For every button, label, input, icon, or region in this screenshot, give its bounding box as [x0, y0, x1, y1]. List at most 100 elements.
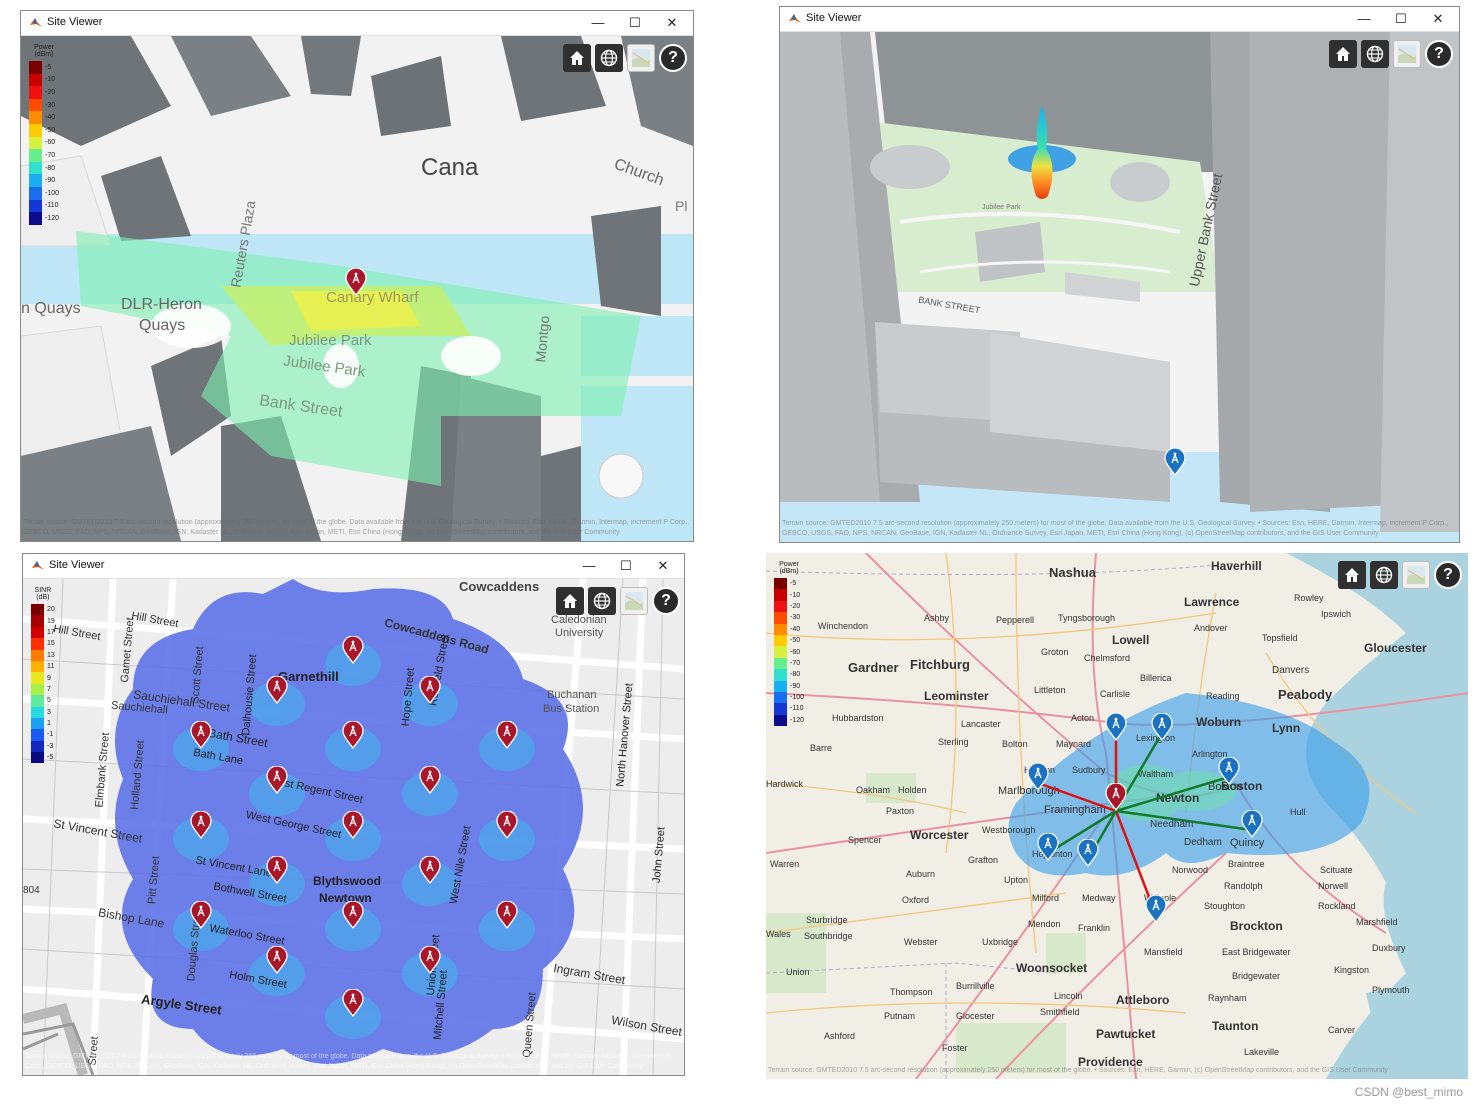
transmitter-site-marker[interactable] [419, 856, 441, 884]
help-button[interactable]: ? [1434, 561, 1462, 589]
map-view[interactable]: SINR (dB) 20 19 17 15 13 11 9 7 5 3 1 -1 -3 -5 ? Cowca… [23, 579, 684, 1075]
legend-swatch [774, 600, 787, 613]
map-label: Lakeville [1244, 1047, 1280, 1057]
map-label: Auburn [906, 869, 936, 879]
transmitter-site-marker[interactable] [1027, 763, 1049, 791]
minimize-button[interactable]: — [582, 558, 596, 573]
close-button[interactable]: ✕ [666, 15, 678, 30]
home-button[interactable] [563, 44, 591, 72]
close-button[interactable]: ✕ [1432, 11, 1444, 26]
transmitter-site-marker[interactable] [266, 856, 288, 884]
transmitter-site-marker[interactable] [342, 901, 364, 929]
map-label: Boston [1208, 781, 1243, 793]
transmitter-site-marker[interactable] [1037, 833, 1059, 861]
legend-entry: -40 [29, 111, 59, 124]
map-label: Andover [1194, 623, 1228, 633]
transmitter-site-marker[interactable] [1145, 895, 1167, 923]
map-label: Scituate [1320, 865, 1353, 875]
basemap-button[interactable] [1393, 40, 1421, 68]
maximize-button[interactable]: ☐ [1395, 11, 1407, 26]
transmitter-site-marker[interactable] [345, 268, 367, 296]
transmitter-site-marker[interactable] [342, 989, 364, 1017]
transmitter-site-marker[interactable] [190, 811, 212, 839]
home-button[interactable] [1329, 40, 1357, 68]
map-label: Ashford [824, 1031, 856, 1041]
minimize-button[interactable]: — [591, 15, 605, 30]
legend-value: -20 [45, 88, 56, 96]
transmitter-site-marker[interactable] [342, 811, 364, 839]
map-label: Marshfield [1356, 917, 1398, 927]
map-attribution: Terrain source: GMTED2010 7.5 arc-second… [25, 1053, 670, 1070]
map-toolbar: ? [563, 44, 687, 72]
close-button[interactable]: ✕ [657, 558, 669, 573]
legend-entry: -120 [29, 212, 59, 225]
transmitter-site-marker[interactable] [1218, 757, 1240, 785]
map-toolbar: ? [1329, 40, 1453, 68]
transmitter-site-marker[interactable] [266, 766, 288, 794]
map-label: Kingston [1334, 965, 1370, 975]
transmitter-site-marker[interactable] [266, 676, 288, 704]
transmitter-site-marker[interactable] [342, 636, 364, 664]
legend-swatch [29, 73, 42, 87]
basemap-button[interactable] [620, 587, 648, 615]
sinr-legend: SINR (dB) 20 19 17 15 13 11 9 7 5 3 1 -1 -3 -5 [31, 587, 55, 764]
help-button[interactable]: ? [652, 587, 680, 615]
legend-value: -110 [790, 705, 804, 713]
transmitter-site-marker[interactable] [496, 721, 518, 749]
transmitter-site-marker[interactable] [1241, 810, 1263, 838]
legend-value: -100 [790, 694, 805, 702]
map-label: Cowcaddens [459, 579, 540, 594]
globe-button[interactable] [595, 44, 623, 72]
home-icon [570, 51, 584, 65]
map-view[interactable]: Power (dBm) -5 -10 -20 -30 -40 -50 -60 -70 -80 -90… [766, 553, 1468, 1079]
legend-value: 17 [47, 628, 55, 636]
help-button[interactable]: ? [659, 44, 687, 72]
home-button[interactable] [556, 587, 584, 615]
transmitter-site-marker[interactable] [1164, 448, 1186, 476]
transmitter-site-marker[interactable] [266, 946, 288, 974]
transmitter-site-marker[interactable] [342, 721, 364, 749]
transmitter-site-marker[interactable] [496, 811, 518, 839]
home-icon [563, 594, 577, 608]
map-label: n Quays [21, 300, 81, 317]
map-label: Caledonian [551, 614, 607, 626]
legend-entry: -120 [774, 714, 804, 727]
transmitter-site-marker[interactable] [190, 721, 212, 749]
transmitter-site-marker[interactable] [419, 676, 441, 704]
globe-button[interactable] [588, 587, 616, 615]
transmitter-site-marker[interactable] [1151, 713, 1173, 741]
minimize-button[interactable]: — [1357, 11, 1371, 26]
legend-value: 7 [47, 685, 51, 693]
link-line [1115, 809, 1253, 832]
transmitter-site-marker[interactable] [190, 901, 212, 929]
map-label: Pl [675, 198, 688, 214]
transmitter-site-marker[interactable] [419, 946, 441, 974]
transmitter-site-marker[interactable] [1105, 713, 1127, 741]
transmitter-site-marker[interactable] [1105, 783, 1127, 811]
legend-swatch [29, 199, 42, 213]
transmitter-site-marker[interactable] [496, 901, 518, 929]
help-button[interactable]: ? [1425, 40, 1453, 68]
matlab-logo-icon [32, 561, 44, 570]
legend-entry: 1 [31, 717, 55, 730]
transmitter-site-marker[interactable] [419, 766, 441, 794]
basemap-button[interactable] [627, 44, 655, 72]
map-view[interactable]: ? Jubilee Park Upper Bank Street BANK ST… [780, 32, 1459, 542]
map-label: Haverhill [1211, 559, 1262, 573]
map-label: Maynard [1056, 739, 1092, 749]
watermark-credit: CSDN @best_mimo [1354, 1085, 1463, 1099]
globe-button[interactable] [1370, 561, 1398, 589]
maximize-button[interactable]: ☐ [620, 558, 632, 573]
map-label: Groton [1041, 647, 1069, 657]
legend-swatch [29, 212, 42, 225]
maximize-button[interactable]: ☐ [629, 15, 641, 30]
map-label: Ashby [924, 613, 950, 623]
map-view[interactable]: Power (dBm) -5 -10 -20 -30 -40 -50 -60 -70 -80 -90… [21, 36, 693, 541]
map-label: Stoughton [1204, 901, 1246, 911]
home-button[interactable] [1338, 561, 1366, 589]
legend-entry: -20 [29, 86, 59, 99]
basemap-button[interactable] [1402, 561, 1430, 589]
globe-button[interactable] [1361, 40, 1389, 68]
map-label: Smithfield [1040, 1007, 1080, 1017]
transmitter-site-marker[interactable] [1077, 839, 1099, 867]
